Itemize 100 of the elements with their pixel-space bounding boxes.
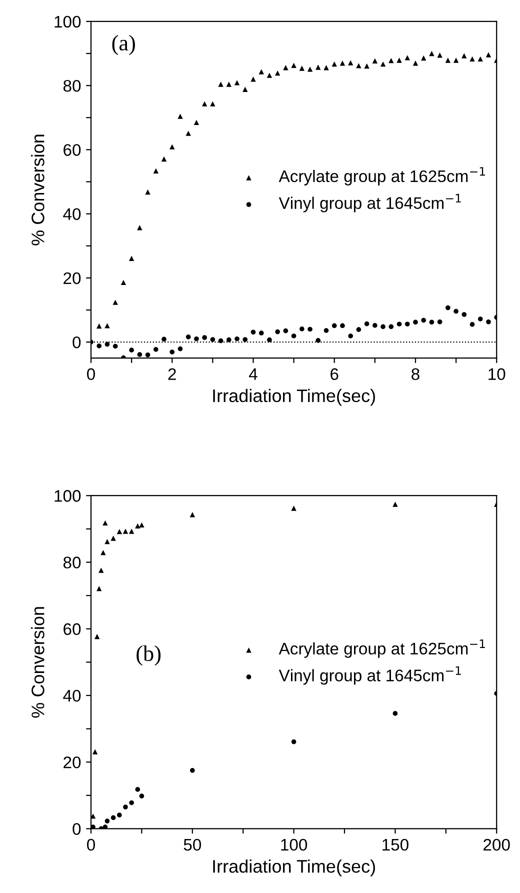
point	[242, 86, 248, 92]
point	[348, 334, 353, 338]
y-tick-label: 100	[54, 490, 81, 502]
y-axis-title: % Conversion	[31, 134, 44, 246]
point	[267, 337, 272, 342]
point	[291, 739, 296, 744]
point	[308, 326, 312, 332]
point	[380, 61, 386, 67]
point	[234, 336, 240, 342]
legend-label: Vinyl group at 1645cm$^{−1}$	[278, 194, 461, 212]
y-tick-label: 40	[63, 690, 81, 702]
point	[307, 66, 313, 72]
point	[226, 337, 232, 342]
point	[446, 305, 450, 310]
point	[332, 61, 337, 67]
point	[145, 189, 150, 195]
point	[283, 328, 288, 334]
point	[190, 512, 195, 518]
point	[429, 320, 434, 325]
point	[372, 58, 378, 64]
point	[218, 338, 224, 344]
point	[242, 337, 248, 342]
point	[250, 330, 256, 335]
point	[453, 58, 459, 63]
y-tick-label: 100	[54, 16, 81, 28]
point	[96, 344, 102, 348]
point	[478, 56, 483, 62]
point	[412, 60, 418, 66]
point	[218, 82, 224, 87]
point	[266, 72, 272, 78]
point	[396, 58, 402, 63]
point	[100, 550, 106, 556]
y-tick-label: 0	[72, 823, 81, 835]
point	[258, 330, 264, 336]
point	[470, 322, 475, 327]
point	[102, 824, 108, 829]
point	[340, 323, 345, 328]
point	[122, 528, 128, 534]
point	[96, 323, 102, 329]
legend-label: Acrylate group at 1625cm$^{−1}$	[278, 167, 485, 186]
point	[275, 329, 280, 334]
point	[104, 342, 110, 347]
point	[356, 63, 362, 68]
y-tick-label: 80	[63, 556, 81, 568]
point	[486, 52, 492, 58]
point	[116, 528, 122, 534]
legend-label: Vinyl group at 1645cm$^{−1}$	[278, 666, 461, 685]
point	[129, 348, 134, 352]
point	[186, 334, 191, 340]
point	[112, 300, 118, 305]
point	[98, 568, 104, 573]
point	[404, 322, 410, 327]
point	[153, 347, 158, 352]
y-tick-label: 20	[64, 272, 81, 284]
point	[120, 280, 126, 286]
point	[316, 64, 321, 70]
point	[162, 336, 166, 342]
point	[392, 502, 398, 507]
point	[274, 70, 280, 76]
point	[421, 318, 426, 323]
point	[291, 62, 296, 68]
point	[396, 322, 402, 327]
point	[445, 58, 451, 63]
point	[202, 335, 207, 340]
point	[137, 352, 142, 357]
y-tick-label: 40	[63, 208, 81, 220]
point	[123, 804, 128, 810]
point	[226, 82, 232, 87]
point	[364, 321, 370, 326]
x-tick-label: 4	[248, 368, 258, 380]
point	[135, 786, 140, 792]
point	[161, 156, 167, 162]
point	[437, 319, 442, 324]
point	[291, 506, 296, 511]
point	[170, 350, 175, 354]
point	[340, 60, 346, 66]
point	[137, 225, 142, 230]
point	[128, 256, 134, 261]
point	[291, 334, 296, 338]
point	[135, 523, 140, 529]
x-tick-label: 6	[330, 368, 338, 380]
y-axis-title: % Conversion	[31, 607, 44, 718]
point	[102, 520, 108, 526]
x-tick-label: 8	[412, 368, 420, 380]
x-tick-label: 10	[488, 368, 506, 380]
point	[104, 323, 110, 328]
point	[96, 586, 102, 592]
point	[92, 749, 98, 754]
point	[178, 346, 183, 352]
y-tick-label: 0	[72, 336, 81, 348]
point	[139, 794, 144, 798]
point	[91, 824, 96, 829]
point	[404, 55, 410, 60]
point	[110, 536, 116, 541]
point	[190, 768, 195, 773]
annotation: (b)	[136, 645, 161, 666]
legend-label: Acrylate group at 1625cm$^{−1}$	[278, 639, 485, 658]
point	[194, 336, 199, 342]
point	[478, 316, 483, 322]
point	[129, 800, 134, 806]
